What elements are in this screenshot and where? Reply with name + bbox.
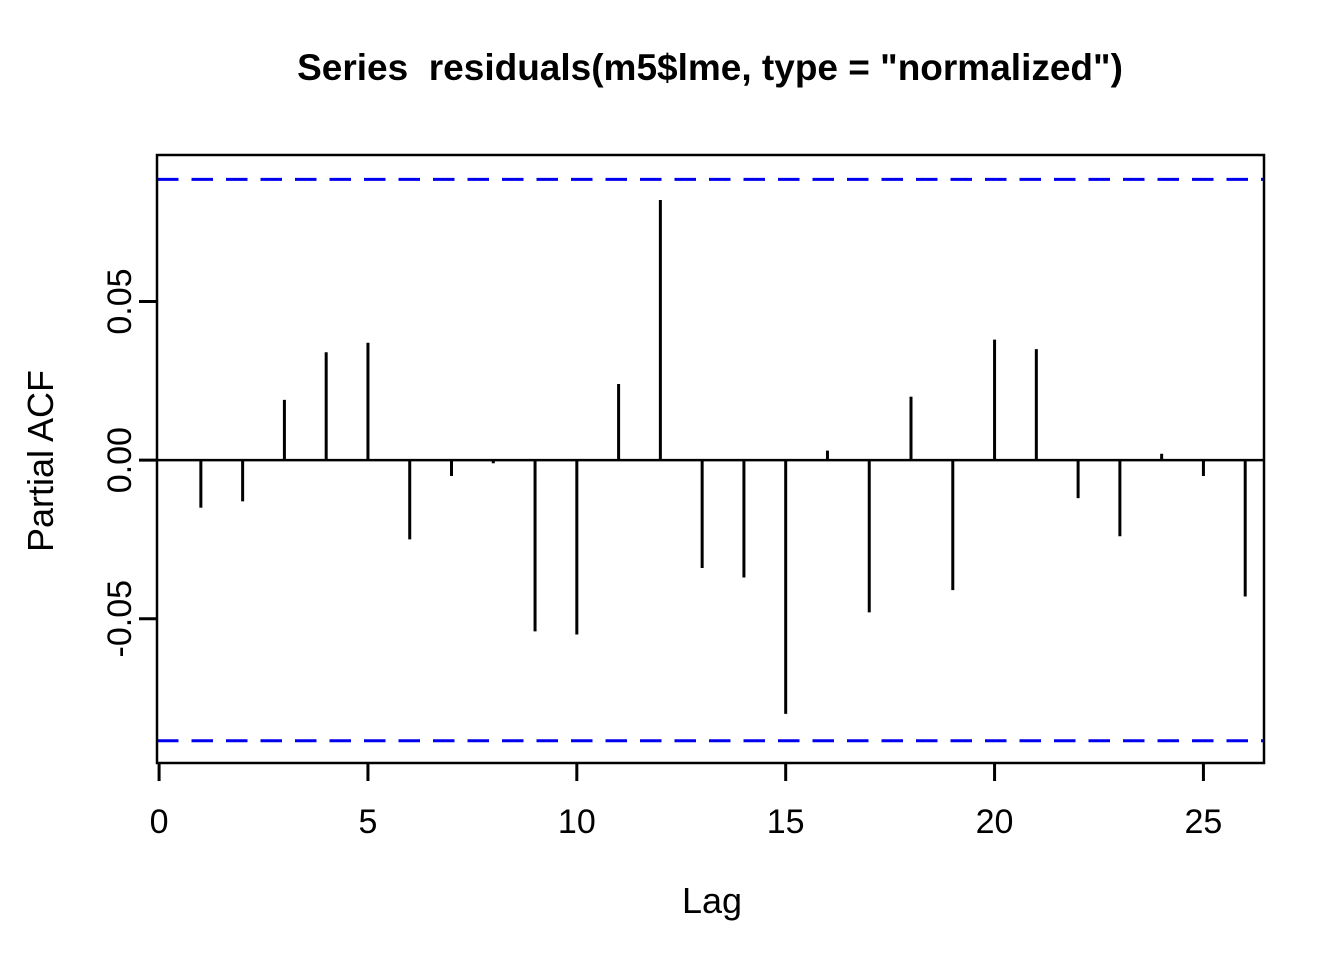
x-axis-title: Lag xyxy=(682,880,742,921)
x-tick-label-0: 0 xyxy=(150,803,169,841)
x-tick-label-10: 10 xyxy=(558,803,596,841)
y-tick-label-0.05: 0.05 xyxy=(101,268,139,334)
y-axis-ticks: -0.05 0.00 0.05 xyxy=(101,268,157,657)
x-tick-label-20: 20 xyxy=(976,803,1014,841)
y-tick-label-0: 0.00 xyxy=(101,427,139,493)
y-axis-title: Partial ACF xyxy=(20,370,61,552)
pacf-stems xyxy=(199,200,1247,714)
confidence-bounds xyxy=(157,177,1264,743)
x-tick-label-15: 15 xyxy=(767,803,805,841)
x-axis-ticks: 0 5 10 15 20 25 xyxy=(150,763,1223,841)
y-tick-label--0.05: -0.05 xyxy=(101,580,139,658)
chart-title: Series residuals(m5$lme, type = "normali… xyxy=(297,47,1123,88)
x-tick-label-5: 5 xyxy=(358,803,377,841)
x-tick-label-25: 25 xyxy=(1185,803,1223,841)
